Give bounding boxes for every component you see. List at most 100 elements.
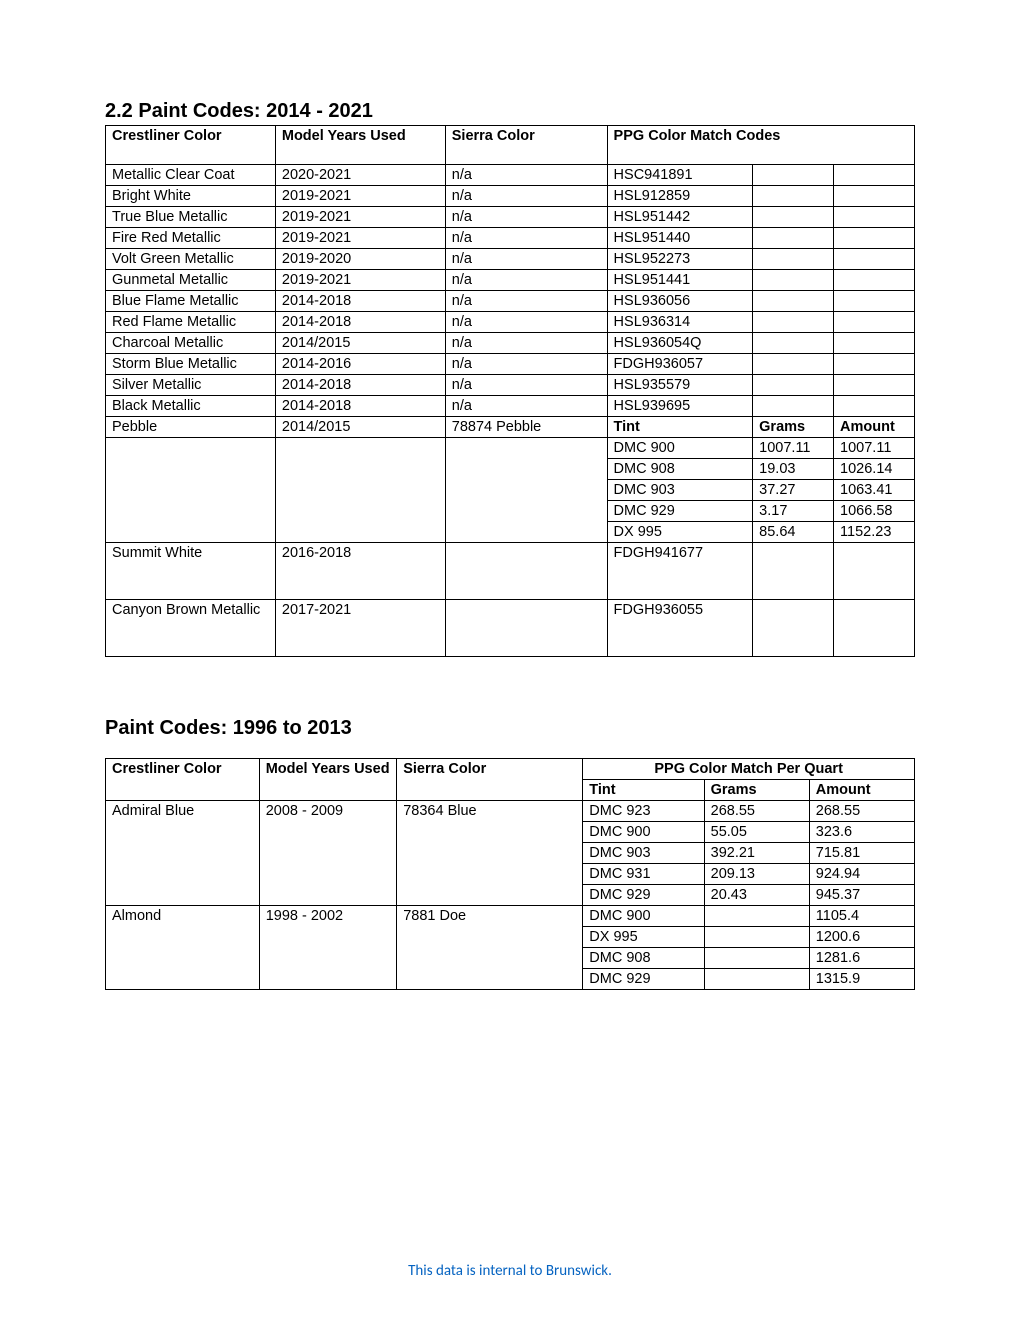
cell-ppg: HSL939695 — [607, 396, 753, 417]
table-header-row: Crestliner Color Model Years Used Sierra… — [106, 126, 915, 165]
cell-empty — [834, 600, 915, 657]
table-row: Metallic Clear Coat2020-2021n/aHSC941891 — [106, 165, 915, 186]
cell-color: Almond — [106, 906, 260, 990]
cell-ppg: HSL936056 — [607, 291, 753, 312]
cell-color: Bright White — [106, 186, 276, 207]
cell-color: Canyon Brown Metallic — [106, 600, 276, 657]
cell-years: 2008 - 2009 — [259, 801, 397, 906]
cell-empty — [753, 375, 834, 396]
cell-empty — [834, 165, 915, 186]
cell-empty — [753, 270, 834, 291]
cell-empty — [834, 228, 915, 249]
cell-color: Blue Flame Metallic — [106, 291, 276, 312]
cell-years: 2014-2018 — [275, 312, 445, 333]
cell-color: Metallic Clear Coat — [106, 165, 276, 186]
cell-color: Gunmetal Metallic — [106, 270, 276, 291]
cell-empty — [445, 438, 607, 543]
col-crestliner: Crestliner Color — [106, 759, 260, 801]
cell-empty — [753, 600, 834, 657]
cell-tint: DX 995 — [583, 927, 704, 948]
cell-color: Fire Red Metallic — [106, 228, 276, 249]
cell-empty — [834, 543, 915, 600]
cell-years: 2019-2021 — [275, 207, 445, 228]
cell-amount: 1007.11 — [834, 438, 915, 459]
cell-amount: 1105.4 — [809, 906, 914, 927]
cell-amount: 1152.23 — [834, 522, 915, 543]
cell-sierra: 78364 Blue — [397, 801, 583, 906]
cell-tint: DMC 900 — [583, 906, 704, 927]
table-row: Gunmetal Metallic2019-2021n/aHSL951441 — [106, 270, 915, 291]
col-years: Model Years Used — [259, 759, 397, 801]
cell-sierra: n/a — [445, 396, 607, 417]
table-row: Volt Green Metallic2019-2020n/aHSL952273 — [106, 249, 915, 270]
col-ppg: PPG Color Match Per Quart — [583, 759, 915, 780]
cell-grams: 37.27 — [753, 480, 834, 501]
cell-sierra: n/a — [445, 165, 607, 186]
table-row: True Blue Metallic2019-2021n/aHSL951442 — [106, 207, 915, 228]
cell-color: True Blue Metallic — [106, 207, 276, 228]
cell-grams: 209.13 — [704, 864, 809, 885]
cell-amount: 924.94 — [809, 864, 914, 885]
cell-grams — [704, 948, 809, 969]
cell-grams: 85.64 — [753, 522, 834, 543]
cell-grams — [704, 969, 809, 990]
page-footer: This data is internal to Brunswick. — [0, 1262, 1020, 1280]
paint-codes-table-1996-2013: Crestliner Color Model Years Used Sierra… — [105, 758, 915, 990]
cell-sierra: n/a — [445, 291, 607, 312]
cell-color: Charcoal Metallic — [106, 333, 276, 354]
cell-ppg: HSL936314 — [607, 312, 753, 333]
cell-color: Red Flame Metallic — [106, 312, 276, 333]
cell-ppg: HSC941891 — [607, 165, 753, 186]
cell-years: 2019-2021 — [275, 228, 445, 249]
cell-ppg: FDGH936055 — [607, 600, 753, 657]
cell-amount: 1063.41 — [834, 480, 915, 501]
cell-grams: 20.43 — [704, 885, 809, 906]
cell-empty — [753, 249, 834, 270]
cell-grams: 392.21 — [704, 843, 809, 864]
cell-tint: DMC 929 — [607, 501, 753, 522]
cell-ppg: HSL936054Q — [607, 333, 753, 354]
cell-sierra: n/a — [445, 354, 607, 375]
cell-grams: 19.03 — [753, 459, 834, 480]
cell-amount: 1066.58 — [834, 501, 915, 522]
cell-tint: DMC 929 — [583, 885, 704, 906]
cell-amount: 945.37 — [809, 885, 914, 906]
pebble-header-row: Pebble 2014/2015 78874 Pebble Tint Grams… — [106, 417, 915, 438]
cell-ppg: HSL935579 — [607, 375, 753, 396]
mix-row: Admiral Blue2008 - 200978364 BlueDMC 923… — [106, 801, 915, 822]
cell-amount: 1200.6 — [809, 927, 914, 948]
cell-ppg: HSL951441 — [607, 270, 753, 291]
cell-tint: DX 995 — [607, 522, 753, 543]
table-row: Silver Metallic2014-2018n/aHSL935579 — [106, 375, 915, 396]
cell-empty — [834, 375, 915, 396]
cell-years: 2020-2021 — [275, 165, 445, 186]
col-years: Model Years Used — [275, 126, 445, 165]
cell-amount: 715.81 — [809, 843, 914, 864]
cell-empty — [275, 438, 445, 543]
cell-years: 1998 - 2002 — [259, 906, 397, 990]
cell-grams: 55.05 — [704, 822, 809, 843]
cell-empty — [753, 543, 834, 600]
cell-empty — [834, 249, 915, 270]
cell-empty — [834, 333, 915, 354]
cell-color: Black Metallic — [106, 396, 276, 417]
cell-ppg: FDGH936057 — [607, 354, 753, 375]
cell-grams: 1007.11 — [753, 438, 834, 459]
table-header-row: Crestliner Color Model Years Used Sierra… — [106, 759, 915, 780]
col-ppg: PPG Color Match Codes — [607, 126, 914, 165]
cell-empty — [753, 228, 834, 249]
col-crestliner: Crestliner Color — [106, 126, 276, 165]
cell-years: 2014-2018 — [275, 291, 445, 312]
cell-tint: DMC 900 — [583, 822, 704, 843]
cell-sierra — [445, 543, 607, 600]
cell-color: Volt Green Metallic — [106, 249, 276, 270]
cell-years: 2019-2020 — [275, 249, 445, 270]
cell-tint: DMC 903 — [607, 480, 753, 501]
paint-codes-table-2014-2021: Crestliner Color Model Years Used Sierra… — [105, 125, 915, 657]
cell-color: Storm Blue Metallic — [106, 354, 276, 375]
cell-sierra: 78874 Pebble — [445, 417, 607, 438]
cell-sierra — [445, 600, 607, 657]
cell-ppg: HSL951440 — [607, 228, 753, 249]
cell-sierra: n/a — [445, 207, 607, 228]
cell-color: Silver Metallic — [106, 375, 276, 396]
